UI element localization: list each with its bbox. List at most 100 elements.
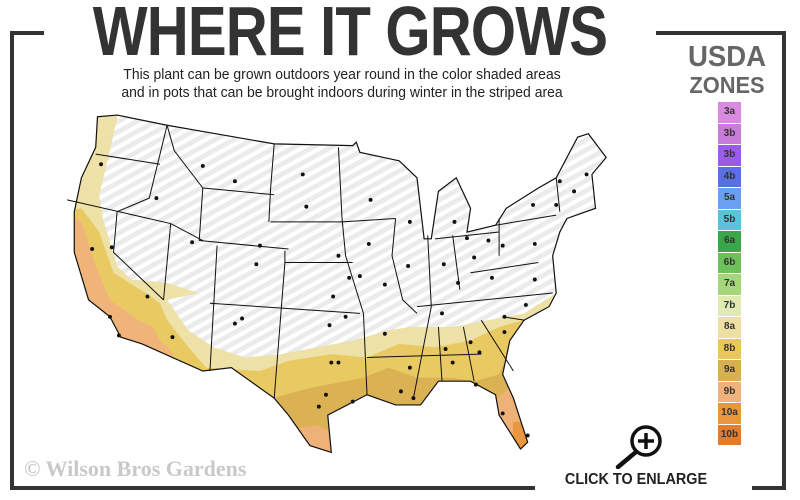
city-dot: [347, 275, 352, 280]
legend-zone-9a: 9a: [718, 360, 741, 381]
legend-zone-8b: 8b: [718, 338, 741, 359]
state-border: [271, 218, 396, 221]
city-dot: [240, 316, 245, 321]
city-dot: [329, 360, 334, 365]
city-dot: [500, 411, 505, 416]
city-dot: [490, 275, 494, 280]
city-dot: [531, 202, 535, 207]
city-dot: [316, 404, 321, 409]
city-dot: [572, 189, 577, 194]
copyright-watermark: © Wilson Bros Gardens: [24, 456, 247, 481]
city-dot: [554, 202, 559, 207]
legend-zone-5b: 5b: [718, 209, 741, 230]
legend-title: USDA ZONES: [672, 42, 782, 98]
page-title-text: WHERE IT GROWS: [92, 0, 608, 70]
city-dot: [502, 314, 507, 319]
city-dot: [99, 162, 104, 167]
city-dot: [232, 321, 237, 326]
city-dot: [473, 382, 478, 387]
state-border: [96, 154, 160, 164]
legend-zone-7b: 7b: [718, 295, 741, 316]
city-dot: [472, 255, 477, 260]
city-dot: [170, 335, 175, 340]
subtitle-line-1: This plant can be grown outdoors year ro…: [123, 66, 561, 83]
state-border: [392, 218, 417, 313]
city-dot: [450, 360, 455, 365]
state-border: [210, 246, 217, 371]
state-border: [210, 303, 360, 313]
page-title: WHERE IT GROWS: [40, 0, 660, 70]
subtitle-line-2: and in pots that can be brought indoors …: [121, 84, 563, 101]
state-border: [117, 125, 167, 211]
state-border: [496, 215, 557, 225]
frame-top-right: [656, 31, 786, 35]
city-dot: [525, 433, 530, 438]
state-border: [199, 241, 288, 249]
city-dot: [407, 365, 412, 370]
legend-zone-4b: 4b: [718, 166, 741, 187]
legend-zone-3b: 3b: [718, 145, 741, 166]
city-dot: [532, 241, 537, 246]
zone-legend: 3a 3b 3b 4b 5a 5b 6a 6b 7a 7b 8a 8b 9a 9b 10a 10b: [718, 102, 741, 446]
city-dot: [327, 323, 332, 328]
state-border: [481, 320, 513, 371]
city-dot: [411, 396, 416, 401]
frame-left: [10, 31, 14, 490]
city-dot: [584, 172, 589, 177]
zone-area-10a: [509, 421, 542, 453]
legend-title-usda: USDA: [687, 41, 767, 73]
legend-zone-10b: 10b: [718, 424, 741, 445]
state-border: [67, 200, 203, 241]
city-dot: [557, 179, 562, 184]
city-dot: [350, 399, 355, 404]
city-dot: [257, 243, 262, 248]
city-dot: [343, 314, 348, 319]
legend-zone-6b: 6b: [718, 252, 741, 273]
city-dot: [145, 294, 150, 299]
legend-zone-5a: 5a: [718, 188, 741, 209]
city-dot: [523, 302, 528, 307]
state-border: [338, 147, 367, 394]
state-border: [269, 144, 274, 222]
city-dot: [443, 347, 448, 351]
state-border: [556, 178, 560, 212]
click-to-enlarge-button[interactable]: CLICK TO ENLARGE: [540, 420, 730, 495]
city-dot: [532, 277, 537, 282]
state-border: [164, 224, 171, 300]
us-outline: [74, 115, 606, 452]
frame-right: [782, 31, 786, 490]
city-dot: [304, 204, 309, 209]
city-dot: [90, 247, 95, 251]
city-dot: [368, 197, 373, 202]
state-border: [203, 188, 274, 195]
frame-top-left: [10, 31, 44, 35]
legend-zone-6a: 6a: [718, 231, 741, 252]
city-dot: [406, 263, 411, 268]
city-dot: [336, 360, 341, 365]
city-dot: [190, 240, 195, 245]
state-border: [167, 125, 203, 240]
city-dot: [456, 280, 461, 285]
city-dot: [324, 392, 328, 397]
city-dot: [331, 294, 336, 299]
city-dot: [468, 340, 473, 345]
legend-zone-7a: 7a: [718, 274, 741, 295]
legend-zone-9b: 9b: [718, 381, 741, 402]
legend-zone-3b: 3b: [718, 123, 741, 144]
city-dot: [465, 236, 469, 241]
city-dot: [382, 282, 387, 287]
state-border: [114, 212, 164, 300]
state-border: [435, 232, 499, 239]
city-dot: [452, 219, 457, 224]
city-dot: [200, 163, 205, 168]
state-border: [471, 263, 539, 273]
zone-area-9b: [288, 425, 346, 453]
city-dot: [486, 238, 491, 243]
click-to-enlarge-label: CLICK TO ENLARGE: [564, 471, 708, 488]
city-dot: [477, 350, 482, 355]
city-dot: [407, 219, 412, 224]
state-border: [463, 327, 474, 381]
city-dot: [382, 331, 387, 336]
city-dot: [154, 196, 159, 201]
